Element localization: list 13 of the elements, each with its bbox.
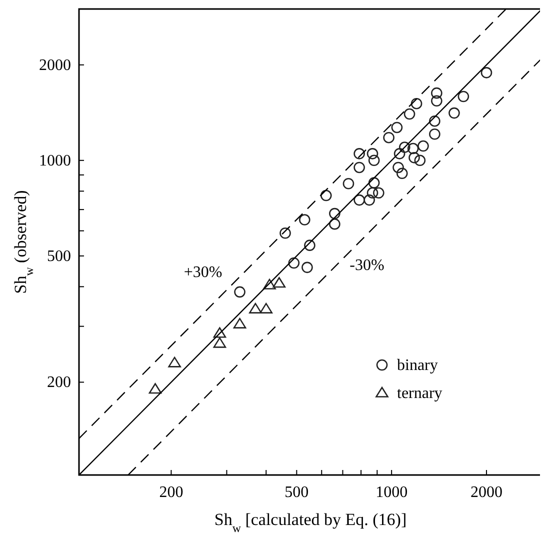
annotation: +30% <box>184 264 222 281</box>
y-tick-label: 2000 <box>39 56 71 74</box>
legend-label: ternary <box>397 385 442 402</box>
x-tick-label: 1000 <box>376 484 408 501</box>
y-tick-label: 1000 <box>39 152 71 170</box>
y-tick-label: 200 <box>47 374 71 392</box>
x-axis-title: Sh$_{w}$ [calculated by Eq. (16)] <box>214 510 407 535</box>
y-tick-label: 500 <box>47 248 71 265</box>
x-tick-label: 2000 <box>470 484 502 501</box>
x-tick-label: 500 <box>284 484 309 501</box>
annotation: -30% <box>350 256 384 274</box>
x-tick-label: 200 <box>159 484 184 501</box>
legend-label: binary <box>397 357 438 374</box>
